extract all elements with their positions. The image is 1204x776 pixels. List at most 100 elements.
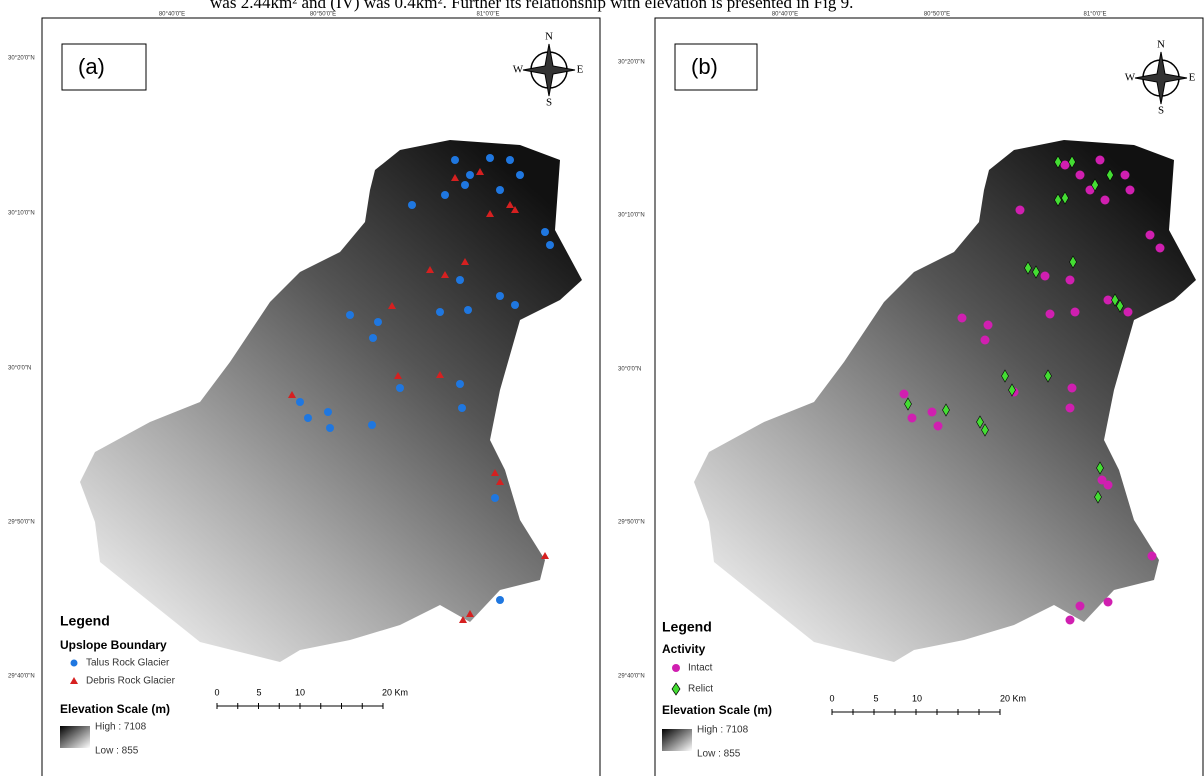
talus-point: [546, 241, 554, 249]
talus-point: [466, 171, 474, 179]
scale-label: 10: [295, 687, 305, 697]
intact-point: [1156, 244, 1165, 253]
elevation-ramp: [662, 729, 692, 751]
intact-point: [1066, 276, 1075, 285]
talus-point: [396, 384, 404, 392]
talus-point: [346, 311, 354, 319]
compass-letter: S: [546, 97, 552, 109]
compass-letter: E: [577, 64, 584, 76]
latitude-label: 30°10'0"N: [618, 213, 645, 219]
intact-point: [1121, 171, 1130, 180]
talus-point: [441, 191, 449, 199]
elevation-ramp: [60, 726, 90, 748]
intact-point: [900, 390, 909, 399]
latitude-label: 30°0'0"N: [618, 367, 641, 373]
figure: was 2.44km² and (IV) was 0.4km². Further…: [0, 0, 1204, 776]
talus-point: [304, 414, 312, 422]
talus-point: [374, 318, 382, 326]
compass-letter: E: [1189, 72, 1196, 84]
legend-high: High : 7108: [95, 722, 147, 733]
legend-low: Low : 855: [95, 746, 139, 757]
compass-letter: N: [1157, 39, 1165, 51]
scale-label: 5: [256, 687, 261, 697]
talus-point: [408, 201, 416, 209]
legend-high: High : 7108: [697, 725, 749, 736]
legend-symbol: [672, 664, 680, 672]
legend-title: Legend: [60, 613, 110, 629]
intact-point: [1061, 161, 1070, 170]
intact-point: [1066, 616, 1075, 625]
scale-label: 20 Km: [382, 687, 408, 697]
talus-point: [369, 334, 377, 342]
compass-letter: W: [513, 64, 524, 76]
scale-label: 0: [829, 693, 834, 703]
talus-point: [496, 186, 504, 194]
legend-elevation-title: Elevation Scale (m): [662, 703, 772, 717]
intact-point: [1101, 196, 1110, 205]
longitude-label: 80°50'0"E: [924, 12, 950, 18]
intact-point: [1068, 384, 1077, 393]
legend-low: Low : 855: [697, 749, 741, 760]
latitude-label: 30°10'0"N: [8, 211, 35, 217]
talus-point: [326, 424, 334, 432]
compass-letter: W: [1125, 72, 1136, 84]
talus-point: [451, 156, 459, 164]
talus-point: [458, 404, 466, 412]
compass-letter: S: [1158, 105, 1164, 117]
legend-item: Talus Rock Glacier: [86, 658, 170, 669]
talus-point: [511, 301, 519, 309]
legend-item: Intact: [688, 663, 713, 674]
talus-point: [456, 380, 464, 388]
talus-point: [496, 292, 504, 300]
intact-point: [1146, 231, 1155, 240]
intact-point: [928, 408, 937, 417]
talus-point: [368, 421, 376, 429]
latitude-label: 30°20'0"N: [8, 56, 35, 62]
intact-point: [1124, 308, 1133, 317]
intact-point: [958, 314, 967, 323]
longitude-label: 81°0'0"E: [1083, 12, 1106, 18]
latitude-label: 30°20'0"N: [618, 60, 645, 66]
legend-group: Upslope Boundary: [60, 638, 167, 652]
intact-point: [1104, 296, 1113, 305]
talus-point: [324, 408, 332, 416]
intact-point: [1046, 310, 1055, 319]
legend-group: Activity: [662, 642, 706, 656]
legend-item: Relict: [688, 684, 713, 695]
legend-item: Debris Rock Glacier: [86, 676, 176, 687]
intact-point: [1148, 552, 1157, 561]
compass-letter: N: [545, 31, 553, 43]
latitude-label: 29°40'0"N: [618, 674, 645, 680]
intact-point: [1126, 186, 1135, 195]
longitude-label: 80°40'0"E: [159, 12, 185, 18]
intact-point: [1076, 602, 1085, 611]
scale-label: 20 Km: [1000, 693, 1026, 703]
intact-point: [1104, 481, 1113, 490]
intact-point: [908, 414, 917, 423]
talus-point: [506, 156, 514, 164]
talus-point: [461, 181, 469, 189]
talus-point: [464, 306, 472, 314]
panel-label: (a): [78, 54, 105, 79]
intact-point: [1104, 598, 1113, 607]
talus-point: [296, 398, 304, 406]
intact-point: [1066, 404, 1075, 413]
talus-point: [516, 171, 524, 179]
talus-point: [541, 228, 549, 236]
intact-point: [1041, 272, 1050, 281]
intact-point: [981, 336, 990, 345]
talus-point: [456, 276, 464, 284]
latitude-label: 29°50'0"N: [618, 520, 645, 526]
longitude-label: 81°0'0"E: [476, 12, 499, 18]
talus-point: [436, 308, 444, 316]
longitude-label: 80°50'0"E: [310, 12, 336, 18]
scale-label: 5: [873, 693, 878, 703]
legend-title: Legend: [662, 619, 712, 635]
legend-symbol: [71, 660, 78, 667]
panel-label: (b): [691, 54, 718, 79]
intact-point: [1016, 206, 1025, 215]
intact-point: [984, 321, 993, 330]
longitude-label: 80°40'0"E: [772, 12, 798, 18]
talus-point: [491, 494, 499, 502]
legend-elevation-title: Elevation Scale (m): [60, 702, 170, 716]
